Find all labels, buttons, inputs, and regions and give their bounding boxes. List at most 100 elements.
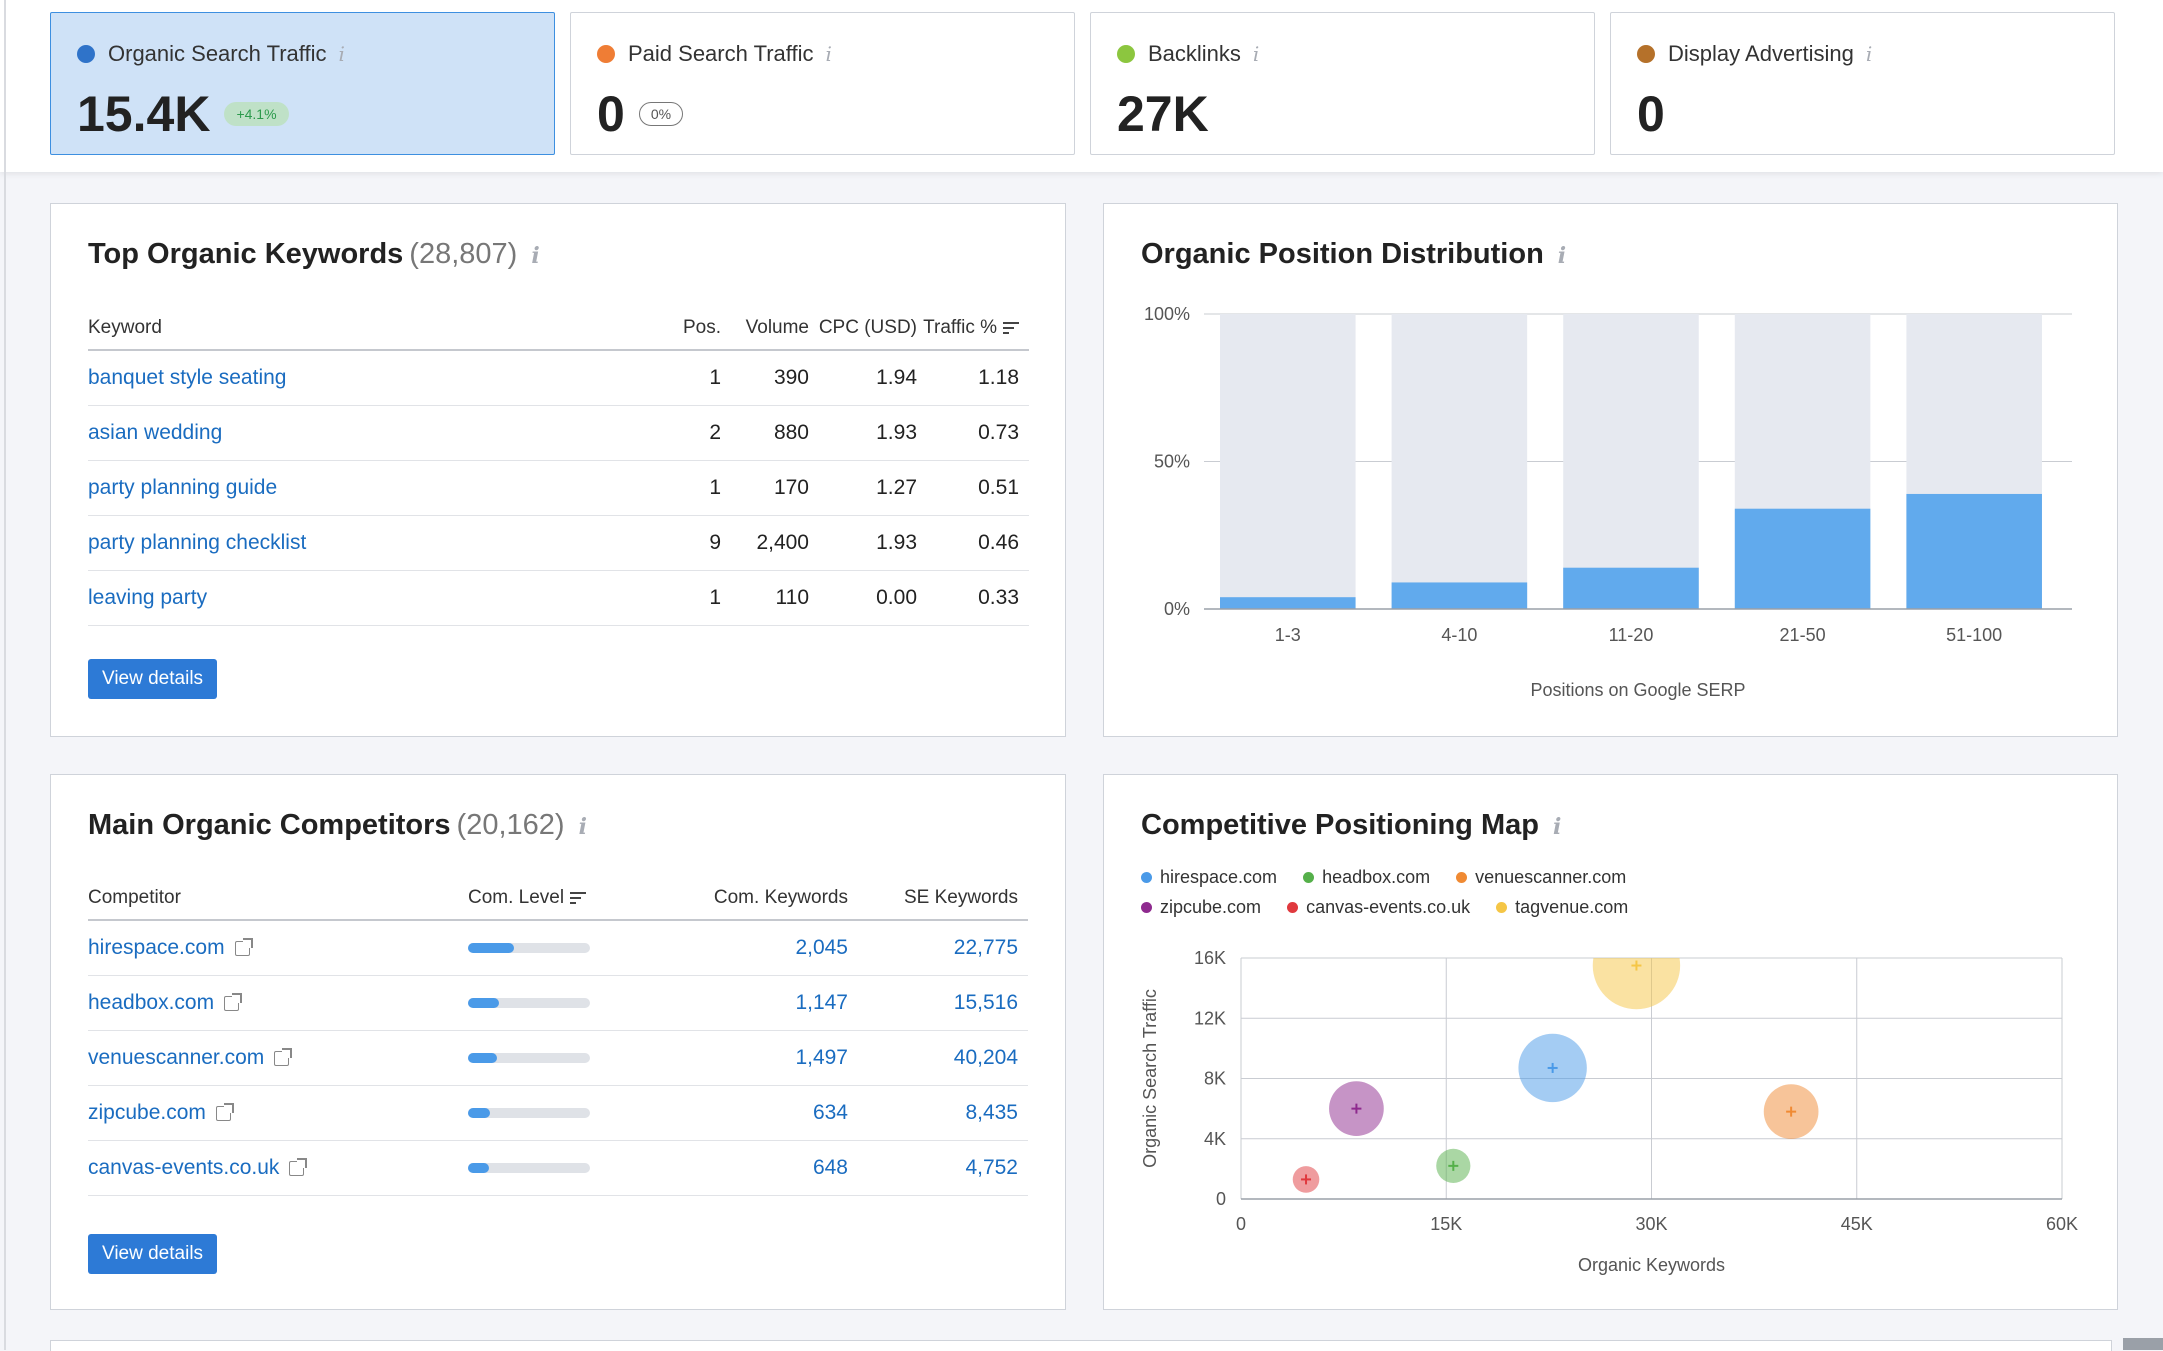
competitor-link[interactable]: hirespace.com: [88, 936, 225, 959]
y-tick-label: 16K: [1194, 948, 1226, 968]
keyword-link[interactable]: party planning guide: [88, 476, 278, 499]
y-tick-label: 4K: [1204, 1129, 1226, 1149]
keywords-view-details-button[interactable]: View details: [88, 659, 218, 699]
competitor-link[interactable]: zipcube.com: [88, 1101, 206, 1124]
legend-dot-icon: [1141, 872, 1152, 883]
next-card-edge: [50, 1340, 2112, 1351]
bar-51-100[interactable]: [1906, 493, 2042, 609]
com-keywords-link[interactable]: 648: [812, 1156, 848, 1179]
external-link-icon[interactable]: [224, 992, 243, 1011]
se-keywords-link[interactable]: 8,435: [965, 1101, 1018, 1124]
info-icon[interactable]: i: [1557, 243, 1567, 269]
metric-label: Backlinks: [1148, 41, 1241, 66]
keyword-link[interactable]: asian wedding: [88, 421, 223, 444]
info-icon[interactable]: i: [825, 42, 832, 66]
legend-item[interactable]: zipcube.com: [1141, 897, 1261, 918]
organic-dot-icon: [77, 45, 95, 63]
competitors-view-details-button[interactable]: View details: [88, 1234, 218, 1274]
cell: 0.73: [917, 405, 1029, 461]
legend-dot-icon: [1456, 872, 1468, 883]
cell: 880: [721, 405, 809, 461]
bubble-tagvenue.com[interactable]: [1592, 922, 1681, 1010]
info-icon[interactable]: i: [531, 243, 540, 269]
competitor-link[interactable]: headbox.com: [88, 991, 215, 1014]
legend-label: headbox.com: [1322, 867, 1431, 887]
metric-paid-search-traffic[interactable]: Paid Search Traffic i 0 0%: [570, 12, 1075, 155]
x-tick-label: 4-10: [1441, 625, 1477, 645]
backlinks-dot-icon: [1117, 45, 1135, 63]
card-title: Organic Position Distribution i: [1141, 238, 1566, 271]
x-tick-label: 15K: [1430, 1214, 1462, 1234]
col-pos[interactable]: Pos.: [648, 307, 721, 351]
sort-icon[interactable]: [1003, 319, 1019, 337]
legend-item[interactable]: headbox.com: [1303, 867, 1430, 888]
external-link-icon[interactable]: [274, 1047, 293, 1066]
cell: 1.94: [809, 350, 917, 406]
table-row: party planning guide 1 170 1.27 0.51: [88, 460, 1029, 516]
legend-label: canvas-events.co.uk: [1306, 897, 1471, 917]
col-traffic[interactable]: Traffic %: [917, 307, 1029, 351]
com-keywords-link[interactable]: 1,497: [795, 1046, 848, 1069]
info-icon[interactable]: i: [1552, 814, 1562, 840]
cell: 1: [648, 570, 721, 626]
se-keywords-link[interactable]: 40,204: [953, 1046, 1018, 1069]
col-cpc[interactable]: CPC (USD): [809, 307, 917, 351]
cell: 0.33: [917, 570, 1029, 626]
metric-display-advertising[interactable]: Display Advertising i 0: [1610, 12, 2115, 155]
com-level-fill: [468, 998, 499, 1009]
external-link-icon[interactable]: [289, 1157, 308, 1176]
info-icon[interactable]: i: [578, 814, 587, 840]
scrollbar-thumb[interactable]: [2123, 1338, 2163, 1350]
com-level-bar: [468, 943, 590, 954]
com-keywords-link[interactable]: 1,147: [795, 991, 848, 1014]
bar-11-20[interactable]: [1563, 567, 1699, 609]
se-keywords-link[interactable]: 4,752: [965, 1156, 1018, 1179]
metric-backlinks[interactable]: Backlinks i 27K: [1090, 12, 1595, 155]
col-com-keywords[interactable]: Com. Keywords: [648, 877, 848, 921]
com-level-fill: [468, 1108, 490, 1119]
keyword-link[interactable]: party planning checklist: [88, 531, 307, 554]
bar-21-50[interactable]: [1734, 508, 1871, 609]
col-keyword: Keyword: [88, 307, 648, 351]
bubbles-group: [1292, 922, 1819, 1193]
external-link-icon[interactable]: [234, 937, 253, 956]
external-link-icon[interactable]: [215, 1102, 234, 1121]
top-organic-keywords-card: Top Organic Keywords (28,807) i Keyword …: [50, 203, 1066, 737]
keyword-link[interactable]: banquet style seating: [88, 366, 287, 389]
keyword-count: (28,807): [409, 238, 518, 270]
y-tick-label: 8K: [1204, 1069, 1226, 1089]
com-keywords-link[interactable]: 634: [812, 1101, 848, 1124]
cell: 390: [721, 350, 809, 406]
legend-item[interactable]: hirespace.com: [1141, 867, 1277, 888]
metric-organic-search-traffic[interactable]: Organic Search Traffic i 15.4K +4.1%: [50, 12, 555, 155]
legend-item[interactable]: tagvenue.com: [1496, 897, 1628, 918]
info-icon[interactable]: i: [1252, 42, 1260, 66]
info-icon[interactable]: i: [1865, 42, 1873, 66]
cell: 1.18: [917, 350, 1029, 406]
info-icon[interactable]: i: [338, 42, 345, 66]
legend-item[interactable]: canvas-events.co.uk: [1287, 897, 1470, 918]
table-row: party planning checklist 9 2,400 1.93 0.46: [88, 515, 1029, 571]
col-se-keywords[interactable]: SE Keywords: [848, 877, 1028, 921]
metric-label: Paid Search Traffic: [628, 41, 814, 66]
legend-item[interactable]: venuescanner.com: [1456, 867, 1626, 888]
col-traffic-label: Traffic %: [923, 317, 997, 338]
metric-label: Organic Search Traffic: [108, 41, 327, 66]
metric-label: Display Advertising: [1668, 41, 1854, 66]
trend-badge: 0%: [638, 102, 684, 126]
bar-4-10[interactable]: [1391, 582, 1528, 609]
keyword-link[interactable]: leaving party: [88, 586, 208, 609]
table-row: zipcube.com 634 8,435: [88, 1085, 1028, 1141]
com-keywords-link[interactable]: 2,045: [795, 936, 848, 959]
se-keywords-link[interactable]: 22,775: [953, 936, 1018, 959]
bar-background: [1391, 314, 1528, 609]
col-com-level[interactable]: Com. Level: [468, 877, 648, 921]
competitor-link[interactable]: venuescanner.com: [88, 1046, 265, 1069]
bar-1-3[interactable]: [1220, 597, 1356, 609]
cell: 1.93: [809, 405, 917, 461]
col-volume[interactable]: Volume: [721, 307, 809, 351]
sort-icon[interactable]: [570, 889, 587, 907]
competitor-link[interactable]: canvas-events.co.uk: [88, 1156, 280, 1179]
main-organic-competitors-card: Main Organic Competitors (20,162) i Comp…: [50, 774, 1066, 1310]
se-keywords-link[interactable]: 15,516: [953, 991, 1018, 1014]
